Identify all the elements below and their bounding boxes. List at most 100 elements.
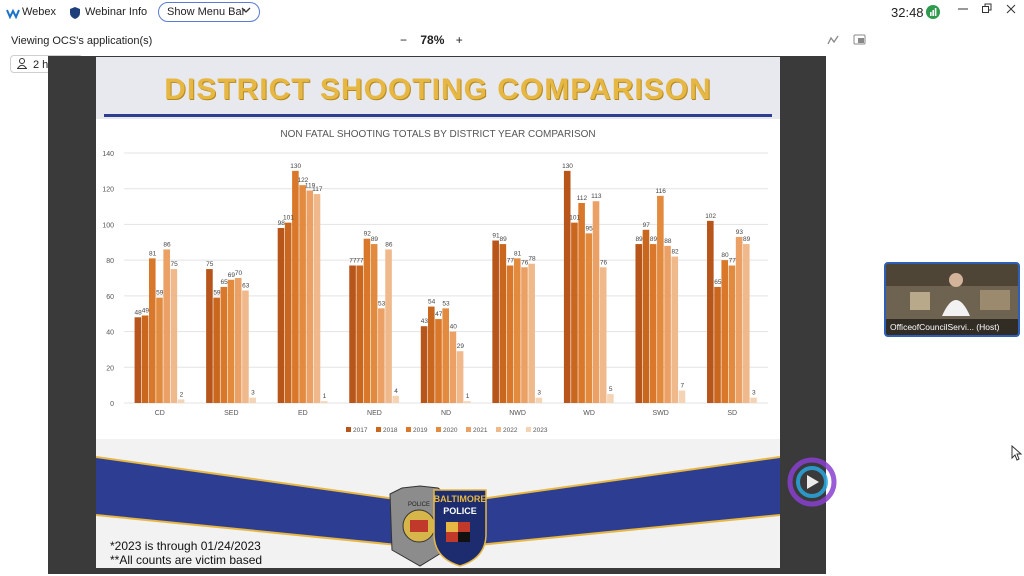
bar: [428, 306, 435, 403]
bar: [370, 244, 378, 403]
y-tick-label: 40: [106, 330, 114, 337]
bar: [163, 249, 170, 403]
meeting-timer: 32:48: [891, 5, 924, 20]
bar-value-label: 81: [514, 250, 522, 257]
slide-title: DISTRICT SHOOTING COMPARISON: [164, 73, 712, 106]
bar-value-label: 89: [743, 236, 751, 243]
annotate-icon[interactable]: [826, 33, 840, 52]
bar: [299, 185, 306, 403]
x-category-label: WD: [583, 410, 595, 417]
charm-tv-logo-icon: [787, 457, 837, 507]
police-badge-logo: POLICE BALTIMORE POLICE: [389, 485, 487, 567]
bar: [464, 401, 471, 403]
zoom-level: 78%: [420, 33, 445, 47]
bar-value-label: 93: [736, 229, 744, 236]
chart-title: NON FATAL SHOOTING TOTALS BY DISTRICT YE…: [280, 129, 596, 140]
legend-swatch: [466, 427, 471, 432]
bar: [721, 260, 729, 403]
x-category-label: ND: [441, 410, 451, 417]
participant-video-thumbnail[interactable]: OfficeofCouncilServi... (Host): [884, 262, 1020, 337]
bar-value-label: 112: [577, 195, 588, 202]
bar-value-label: 29: [457, 343, 465, 350]
bar: [242, 290, 249, 403]
x-axis-labels: CD SED ED NED ND NWD WD SWD SD: [155, 410, 737, 417]
bar: [607, 394, 614, 403]
bar: [592, 201, 600, 403]
bar: [363, 238, 371, 403]
bar: [420, 326, 428, 403]
seal-text-top: BALTIMORE: [434, 494, 487, 504]
minimize-icon[interactable]: [958, 3, 968, 18]
charm-tv-watermark: CHARM TV: [842, 459, 905, 493]
bar-value-label: 97: [643, 222, 651, 229]
bar: [378, 308, 385, 403]
bar-value-label: 78: [528, 256, 536, 263]
legend-swatch: [346, 427, 351, 432]
bar-value-label: 47: [435, 311, 443, 318]
bar: [220, 286, 228, 403]
bar-value-label: 102: [705, 213, 716, 220]
bar: [306, 190, 314, 403]
restore-icon[interactable]: [982, 3, 992, 18]
app-title-bar: Webex Webinar Info Show Menu Bar 32:48: [0, 0, 1024, 26]
pop-out-icon[interactable]: [853, 33, 867, 52]
bar-value-label: 59: [156, 290, 164, 297]
bar-value-label: 122: [297, 177, 308, 184]
bar: [456, 351, 464, 403]
bar-value-label: 2: [180, 391, 184, 398]
legend-label: 2019: [413, 427, 428, 434]
bar-value-label: 69: [228, 272, 236, 279]
bar-value-label: 59: [213, 290, 221, 297]
bar-value-label: 3: [537, 390, 541, 397]
bar: [249, 397, 256, 403]
bar: [156, 297, 163, 403]
signal-icon[interactable]: [926, 5, 940, 24]
bar-value-label: 95: [585, 225, 593, 232]
bar: [284, 222, 292, 403]
legend-label: 2021: [473, 427, 488, 434]
bar: [707, 220, 714, 403]
bar: [392, 395, 400, 403]
watermark-line-1: CHARM: [842, 458, 906, 477]
show-menu-bar-button[interactable]: Show Menu Bar: [158, 2, 260, 22]
bar: [213, 297, 220, 403]
legend-swatch: [376, 427, 381, 432]
bar-value-label: 116: [655, 188, 666, 195]
bar: [578, 203, 585, 403]
bar: [664, 245, 671, 403]
legend-label: 2017: [353, 427, 368, 434]
bar-value-label: 70: [235, 270, 243, 277]
y-tick-label: 0: [110, 401, 114, 408]
bar: [563, 170, 571, 403]
close-icon[interactable]: [1006, 3, 1016, 18]
x-category-label: SED: [224, 410, 238, 417]
bar-value-label: 117: [312, 186, 323, 193]
y-tick-label: 100: [102, 222, 114, 229]
bar-value-label: 76: [521, 259, 529, 266]
bar-value-label: 77: [349, 258, 357, 265]
bar-value-label: 75: [171, 261, 179, 268]
zoom-out-button[interactable]: −: [400, 33, 408, 47]
webinar-info-button[interactable]: Webinar Info: [85, 6, 148, 18]
zoom-control: − 78% +: [400, 33, 463, 47]
slide-header: DISTRICT SHOOTING COMPARISON: [96, 57, 780, 119]
bar-value-label: 77: [507, 258, 515, 265]
bar: [449, 331, 457, 403]
bar-value-label: 75: [206, 261, 214, 268]
bar: [535, 397, 543, 403]
bar-value-label: 3: [752, 390, 756, 397]
x-category-label: ED: [298, 410, 308, 417]
bar: [678, 390, 686, 403]
legend-swatch: [436, 427, 441, 432]
bar-value-label: 82: [671, 249, 679, 256]
bar-value-label: 1: [323, 393, 327, 400]
y-tick-label: 20: [106, 365, 114, 372]
zoom-in-button[interactable]: +: [455, 33, 463, 47]
legend-label: 2020: [443, 427, 458, 434]
bar: [635, 244, 643, 403]
bar: [513, 258, 521, 403]
bar: [728, 265, 736, 403]
bar: [277, 228, 285, 403]
